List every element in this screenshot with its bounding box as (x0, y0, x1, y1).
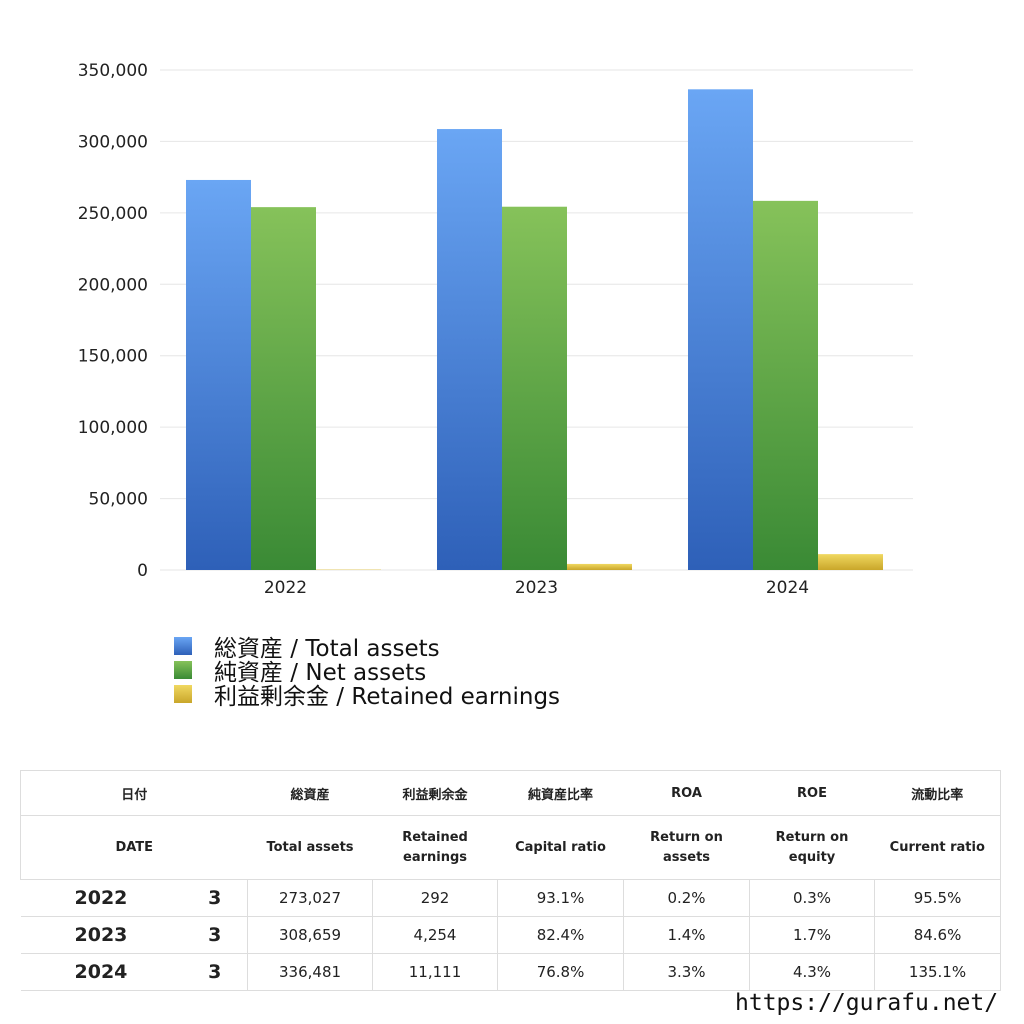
cell-current-ratio: 95.5% (874, 879, 1002, 917)
bars (186, 89, 883, 570)
cell-roe: 0.3% (749, 879, 875, 917)
legend-item-retained-earnings: 利益剰余金 / Retained earnings (174, 682, 560, 710)
cell-capital-ratio: 82.4% (497, 916, 624, 954)
cell-retained-earnings: 11,111 (372, 953, 498, 991)
legend-swatch-total-assets (174, 637, 192, 655)
cell-roa: 3.3% (623, 953, 750, 991)
bar-2023-series-2 (567, 563, 632, 570)
row-month: 3 (182, 953, 248, 991)
legend-label: 利益剰余金 / Retained earnings (214, 684, 561, 710)
bar-2022-series-0 (186, 179, 251, 570)
legend-item-net-assets: 純資産 / Net assets (174, 658, 560, 686)
cell-roa: 0.2% (623, 879, 750, 917)
row-year: 2022 (20, 879, 183, 917)
y-tick-label: 250,000 (78, 204, 148, 224)
x-tick-label: 2024 (766, 578, 809, 598)
cell-capital-ratio: 93.1% (497, 879, 624, 917)
y-tick-label: 350,000 (78, 61, 148, 81)
header-row-en: DATE Total assets Retained earnings Capi… (19, 815, 1002, 880)
cell-roa: 1.4% (623, 916, 750, 954)
legend-item-total-assets: 総資産 / Total assets (174, 634, 560, 662)
cell-total-assets: 273,027 (247, 879, 373, 917)
source-url: https://gurafu.net/ (735, 990, 999, 1016)
cell-total-assets: 308,659 (247, 916, 373, 954)
row-month: 3 (182, 879, 248, 917)
bar-2024-series-2 (818, 554, 883, 570)
x-tick-label: 2022 (264, 578, 307, 598)
header-current-ratio-ja: 流動比率 (874, 770, 1002, 816)
header-roa-en-text: Return on assets (650, 829, 723, 865)
header-capital-ratio-ja: 純資産比率 (497, 770, 624, 816)
y-tick-label: 150,000 (78, 347, 148, 367)
header-date-ja: 日付 (19, 770, 248, 816)
financial-table: 日付 総資産 利益剰余金 純資産比率 ROA ROE 流動比率 DATE Tot… (19, 770, 1002, 991)
header-retained-earnings-en: Retained earnings (372, 815, 498, 880)
header-roe-en: Return on equity (749, 815, 875, 880)
cell-roe: 4.3% (749, 953, 875, 991)
y-axis-ticks: 0 50,000 100,000 150,000 200,000 250,000 300,0… (78, 61, 148, 581)
bar-2022-series-1 (251, 207, 316, 570)
legend: 総資産 / Total assets 純資産 / Net assets 利益剰余… (174, 634, 560, 710)
x-axis-ticks: 2022 2023 2024 (264, 578, 809, 598)
bar-2023-series-0 (437, 129, 502, 570)
bar-chart: 0 50,000 100,000 150,000 200,000 250,000 300,0… (78, 61, 913, 598)
y-tick-label: 0 (137, 561, 148, 581)
legend-swatch-net-assets (174, 661, 192, 679)
bar-2024-series-0 (688, 89, 753, 570)
header-row-ja: 日付 総資産 利益剰余金 純資産比率 ROA ROE 流動比率 (19, 770, 1002, 816)
header-roa-en: Return on assets (623, 815, 750, 880)
cell-retained-earnings: 292 (372, 879, 498, 917)
cell-capital-ratio: 76.8% (497, 953, 624, 991)
header-capital-ratio-en: Capital ratio (497, 815, 624, 880)
y-tick-label: 200,000 (78, 275, 148, 295)
table-row: 2023 3 308,659 4,254 82.4% 1.4% 1.7% 84.… (20, 916, 1002, 954)
row-year: 2023 (20, 916, 183, 954)
cell-current-ratio: 84.6% (874, 916, 1002, 954)
x-tick-label: 2023 (515, 578, 558, 598)
legend-label: 純資産 / Net assets (214, 660, 427, 686)
table-row: 2024 3 336,481 11,111 76.8% 3.3% 4.3% 13… (20, 953, 1002, 991)
y-tick-label: 300,000 (78, 132, 148, 152)
table-row: 2022 3 273,027 292 93.1% 0.2% 0.3% 95.5% (20, 879, 1002, 917)
legend-swatch-retained-earnings (174, 685, 192, 703)
row-month: 3 (182, 916, 248, 954)
cell-current-ratio: 135.1% (874, 953, 1002, 991)
row-year: 2024 (20, 953, 183, 991)
header-total-assets-ja: 総資産 (247, 770, 373, 816)
bar-2024-series-1 (753, 200, 818, 570)
header-roe-en-text: Return on equity (775, 829, 849, 865)
header-roe-ja: ROE (749, 770, 875, 816)
header-date-en: DATE (19, 815, 248, 880)
header-total-assets-en: Total assets (247, 815, 373, 880)
cell-roe: 1.7% (749, 916, 875, 954)
header-current-ratio-en: Current ratio (874, 815, 1002, 880)
header-retained-earnings-ja: 利益剰余金 (372, 770, 498, 816)
header-retained-earnings-en-text: Retained earnings (402, 829, 468, 865)
cell-total-assets: 336,481 (247, 953, 373, 991)
legend-label: 総資産 / Total assets (214, 636, 440, 662)
bar-2023-series-1 (502, 206, 567, 570)
y-tick-label: 100,000 (78, 418, 148, 438)
header-roa-ja: ROA (623, 770, 750, 816)
cell-retained-earnings: 4,254 (372, 916, 498, 954)
y-tick-label: 50,000 (89, 490, 148, 510)
